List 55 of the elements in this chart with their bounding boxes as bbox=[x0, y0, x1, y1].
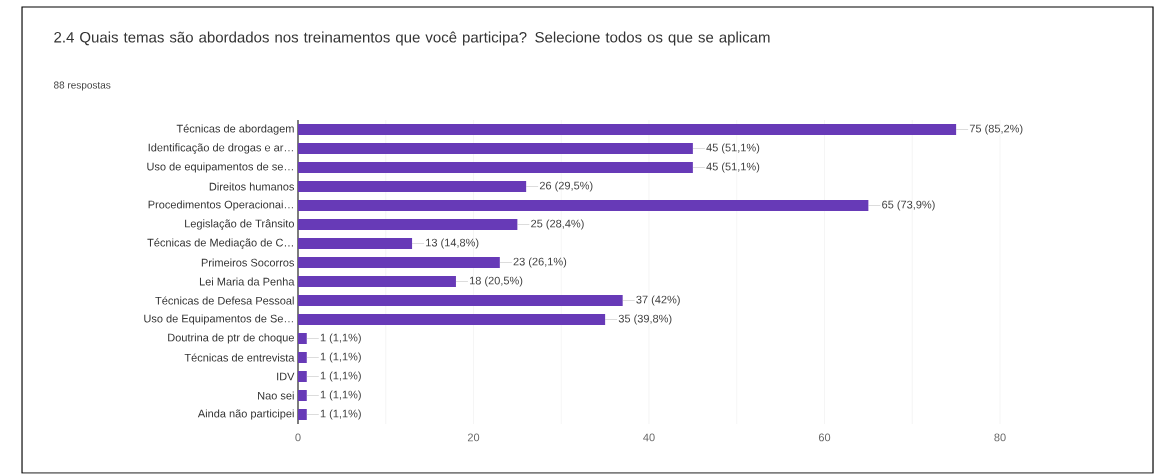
data-label: 45 (51,1%) bbox=[706, 143, 760, 154]
y-tick-label: Técnicas de Mediação de C… bbox=[147, 238, 293, 249]
data-label: 26 (29,5%) bbox=[539, 181, 593, 192]
bar bbox=[298, 238, 413, 249]
y-tick-label: Ainda não participei bbox=[197, 409, 294, 420]
data-label: 18 (20,5%) bbox=[469, 276, 523, 287]
data-label: 35 (39,8%) bbox=[618, 314, 672, 325]
y-tick-label: Legislação de Trânsito bbox=[185, 219, 294, 230]
y-tick-label: Técnicas de abordagem bbox=[176, 124, 294, 135]
data-label: 45 (51,1%) bbox=[706, 162, 760, 173]
y-tick-label: Doutrina de ptr de choque bbox=[168, 333, 294, 344]
chart-title: 2.4 Quais temas são abordados nos treinamentos que você participa? Selecione todos os que se aplicam bbox=[54, 31, 770, 46]
bar bbox=[298, 409, 307, 420]
bar bbox=[298, 124, 957, 135]
data-label: 65 (73,9%) bbox=[882, 200, 935, 211]
bar bbox=[298, 200, 869, 211]
data-label: 1 (1,1%) bbox=[320, 390, 361, 401]
bar bbox=[298, 257, 500, 268]
data-label: 25 (28,4%) bbox=[531, 219, 584, 230]
y-tick-label: Técnicas de entrevista bbox=[184, 353, 295, 362]
y-tick-label: Procedimentos Operacionai… bbox=[148, 200, 293, 211]
y-tick-label: Identificação de drogas e ar… bbox=[148, 143, 293, 154]
bar bbox=[298, 181, 527, 192]
data-label: 23 (26,1%) bbox=[513, 257, 567, 268]
y-tick-label: Lei Maria da Penha bbox=[199, 277, 295, 286]
data-label: 37 (42%) bbox=[636, 295, 680, 306]
bar bbox=[298, 219, 518, 230]
bar bbox=[298, 352, 307, 363]
y-tick-label: Nao sei bbox=[258, 391, 294, 400]
y-tick-label: Uso de equipamentos de se… bbox=[147, 162, 293, 173]
data-label: 1 (1,1%) bbox=[320, 333, 361, 344]
data-label: 1 (1,1%) bbox=[320, 409, 361, 420]
data-label: 13 (14,8%) bbox=[426, 238, 479, 249]
data-label: 75 (85,2%) bbox=[969, 124, 1023, 135]
x-tick-label: 60 bbox=[818, 433, 831, 442]
y-tick-label: Técnicas de Defesa Pessoal bbox=[155, 296, 294, 305]
bar bbox=[298, 314, 606, 325]
data-label: 1 (1,1%) bbox=[320, 352, 361, 363]
text: 88 respostas bbox=[53, 81, 111, 91]
x-tick-label: 0 bbox=[295, 433, 301, 442]
x-tick-label: 20 bbox=[467, 433, 480, 442]
y-tick-label: IDV bbox=[277, 372, 295, 381]
bar bbox=[298, 162, 693, 173]
bar bbox=[298, 333, 307, 344]
x-tick-label: 80 bbox=[994, 433, 1006, 442]
y-tick-label: Direitos humanos bbox=[209, 182, 295, 191]
bar bbox=[298, 276, 456, 287]
data-label: 1 (1,1%) bbox=[320, 371, 361, 382]
bar bbox=[298, 143, 693, 154]
x-tick-label: 40 bbox=[643, 433, 655, 442]
bar bbox=[298, 295, 623, 306]
y-tick-label: Uso de Equipamentos de Se… bbox=[144, 314, 293, 325]
y-tick-label: Primeiros Socorros bbox=[201, 258, 295, 267]
bar bbox=[298, 371, 307, 382]
bar bbox=[298, 390, 307, 402]
